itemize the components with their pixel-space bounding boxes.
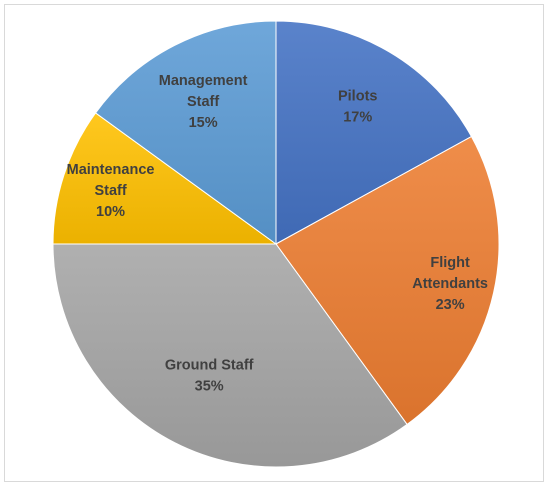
slice-label-flight-attendants: Flight Attendants 23%: [412, 255, 488, 313]
slice-label-pilots: Pilots 17%: [338, 88, 377, 125]
slice-label-maintenance-staff: Maintenance Staff 10%: [67, 162, 155, 220]
pie-slice-pilots: [275, 20, 473, 245]
pie-labels: Pilots 17% Flight Attendants 23% Ground Staff…: [67, 73, 488, 395]
slice-label-ground-staff: Ground Staff 35%: [165, 358, 254, 395]
pie-slice-ground-staff: [52, 243, 408, 468]
pie-slice-flight-attendants: [275, 135, 500, 426]
pie-slice-management-staff: [94, 20, 277, 245]
pie-slices: [52, 20, 500, 468]
slice-label-management-staff: Management Staff 15%: [159, 73, 248, 131]
pie-slice-maintenance-staff: [52, 112, 278, 245]
